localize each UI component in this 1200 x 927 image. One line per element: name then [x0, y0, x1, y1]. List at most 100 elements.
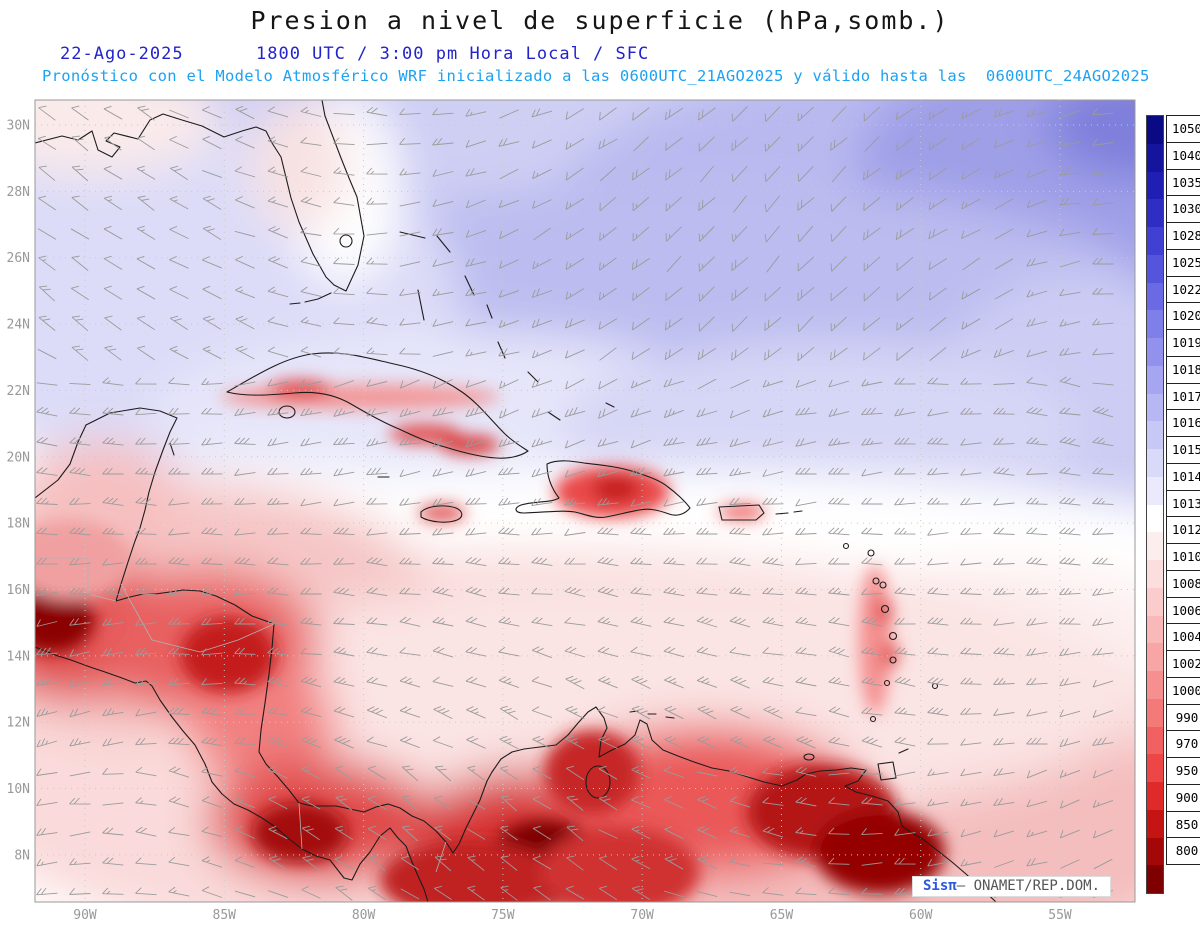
antilles-island — [888, 631, 898, 641]
watermark-text: – ONAMET/REP.DOM. — [956, 878, 1101, 894]
antilles-island — [889, 656, 897, 664]
lon-tick-label: 70W — [630, 908, 654, 923]
trinidad-tobago — [877, 748, 909, 781]
antilles-island — [883, 679, 891, 687]
lon-tick-label: 60W — [909, 908, 933, 923]
colorbar-label: 1002 — [1166, 650, 1200, 678]
colorbar-swatch — [1147, 143, 1163, 172]
colorbar-swatch — [1147, 310, 1163, 338]
pressure-blob — [250, 100, 350, 230]
colorbar-swatch — [1147, 671, 1163, 699]
coastline-central-america-caribbean — [35, 407, 997, 902]
lat-tick-label: 22N — [7, 384, 30, 399]
lake-maracaibo — [585, 765, 611, 799]
colorbar-swatch — [1147, 587, 1163, 616]
colorbar-label: 1004 — [1166, 623, 1200, 651]
colorbar-label: 1028 — [1166, 222, 1200, 250]
colorbar-label-column: 1050 1040 1035 1030 1028 1025 1022 1020 1019 1018… — [1166, 115, 1200, 894]
colorbar-label: 1015 — [1166, 436, 1200, 464]
page-title: Presion a nivel de superficie (hPa,somb.… — [250, 6, 950, 35]
colorbar-swatch — [1147, 393, 1163, 422]
pressure-colorbar: 1050 1040 1035 1030 1028 1025 1022 1020 1019 1018… — [1146, 115, 1200, 894]
colorbar-label: 1008 — [1166, 569, 1200, 598]
pressure-blob — [220, 384, 500, 410]
lon-tick-label: 75W — [491, 908, 515, 923]
colorbar-label: 1040 — [1166, 141, 1200, 170]
coastline-us-gulf-florida — [35, 100, 365, 292]
colorbar-swatch — [1147, 476, 1163, 505]
colorbar-label: 1017 — [1166, 382, 1200, 411]
colorbar-label: 1013 — [1166, 489, 1200, 518]
colorbar-swatch — [1147, 532, 1163, 560]
antilles-island — [879, 581, 887, 589]
pressure-blob — [35, 520, 130, 600]
lon-tick-label: 55W — [1048, 908, 1072, 923]
lat-tick-label: 12N — [7, 716, 30, 731]
virgin-islands — [775, 510, 803, 515]
pressure-blob — [544, 730, 640, 814]
lake-okeechobee — [339, 234, 353, 248]
lat-tick-label: 10N — [7, 782, 30, 797]
coastline-hispaniola — [515, 460, 691, 518]
lon-tick-label: 85W — [213, 908, 237, 923]
pressure-blob — [35, 588, 94, 652]
coastline-puerto-rico — [718, 504, 765, 521]
colorbar-swatch — [1147, 615, 1163, 644]
pressure-blob — [389, 424, 461, 444]
lat-tick-label: 26N — [7, 251, 30, 266]
colorbar-swatch — [1147, 643, 1163, 671]
colorbar-swatch — [1147, 504, 1163, 533]
lon-tick-label: 65W — [770, 908, 794, 923]
pressure-blob — [815, 810, 945, 894]
pressure-blob — [859, 565, 891, 715]
cozumel — [169, 442, 175, 456]
pressure-blob — [592, 476, 640, 502]
colorbar-swatch — [1147, 782, 1163, 810]
map-frame — [34, 99, 1136, 903]
colorbar-label: 1035 — [1166, 168, 1200, 197]
pressure-blob — [540, 827, 700, 902]
colorbar-label: 850 — [1166, 810, 1200, 839]
pressure-blob — [440, 435, 500, 455]
antilles-island — [880, 604, 890, 614]
isla-juventud — [278, 405, 296, 419]
colorbar-label: 1050 — [1166, 115, 1200, 143]
colorbar-swatch — [1147, 837, 1163, 866]
wind-barb-field — [36, 105, 1114, 901]
lat-tick-label: 24N — [7, 318, 30, 333]
pressure-shading — [35, 100, 1135, 902]
colorbar-label: 1010 — [1166, 543, 1200, 571]
colorbar-label: 900 — [1166, 783, 1200, 812]
pressure-blob — [1045, 100, 1135, 180]
colorbar-label: 1000 — [1166, 676, 1200, 705]
colorbar-label: 1006 — [1166, 596, 1200, 625]
country-borders — [35, 557, 447, 873]
colorbar-swatch — [1147, 726, 1163, 755]
colorbar-swatch — [1147, 865, 1163, 893]
coastline-jamaica — [420, 505, 463, 523]
bahamas-islands — [399, 231, 615, 421]
wind-barbs — [36, 105, 1114, 901]
colorbar-swatch — [1147, 365, 1163, 394]
lat-tick-label: 30N — [7, 119, 30, 134]
margarita-island — [803, 753, 815, 761]
colorbar-label: 990 — [1166, 703, 1200, 732]
pressure-blob — [268, 380, 332, 398]
coastline-cuba — [226, 352, 529, 459]
antilles-island — [867, 549, 875, 557]
coastlines — [35, 100, 997, 902]
watermark: Sisπ– ONAMET/REP.DOM. — [912, 876, 1112, 897]
valid-date: 22-Ago-2025 — [60, 44, 184, 64]
pressure-blob — [882, 641, 898, 669]
lat-tick-label: 20N — [7, 450, 30, 465]
model-run-line: Pronóstico con el Modelo Atmosférico WRF… — [42, 67, 1150, 85]
lon-tick-label: 90W — [73, 908, 97, 923]
colorbar-label: 1025 — [1166, 248, 1200, 277]
colorbar-swatch-column — [1146, 115, 1164, 894]
pressure-blob — [180, 617, 276, 693]
colorbar-swatch — [1147, 227, 1163, 255]
colorbar-swatch — [1147, 199, 1163, 227]
pressure-blob — [252, 803, 348, 863]
colorbar-swatch — [1147, 698, 1163, 727]
